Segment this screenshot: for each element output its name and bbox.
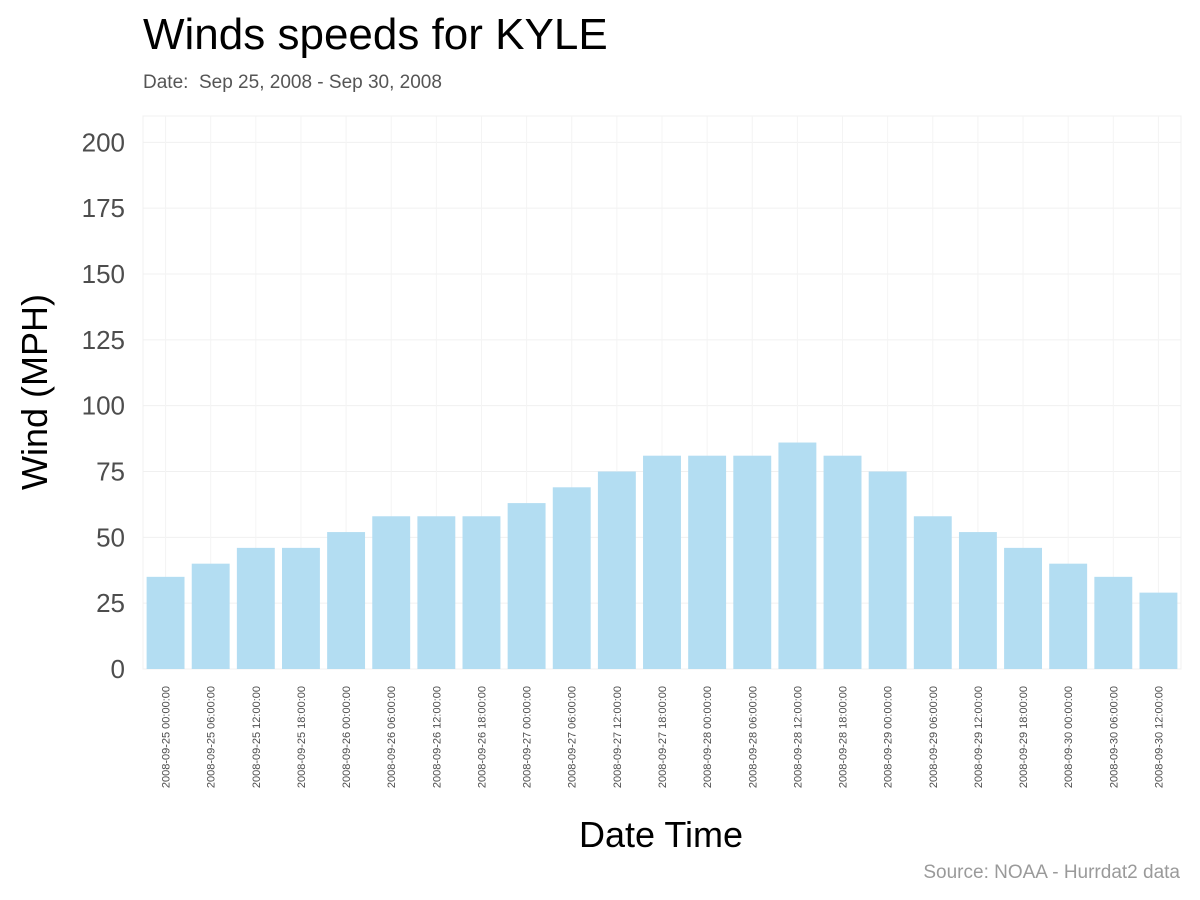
y-tick-label: 125 xyxy=(82,325,125,355)
y-axis-title: Wind (MPH) xyxy=(14,294,55,490)
x-tick-label: 2008-09-25 18:00:00 xyxy=(296,686,308,788)
y-tick-label: 100 xyxy=(82,391,125,421)
bar xyxy=(1094,576,1133,669)
x-axis-ticks: 2008-09-25 00:00:00 2008-09-25 06:00:00 20… xyxy=(161,686,1166,788)
bar xyxy=(191,563,230,669)
bar xyxy=(868,471,907,669)
bar xyxy=(1004,547,1042,669)
x-tick-label: 2008-09-29 06:00:00 xyxy=(928,686,940,788)
bar xyxy=(688,455,727,669)
bar xyxy=(327,532,366,669)
x-tick-label: 2008-09-25 00:00:00 xyxy=(161,686,173,788)
x-tick-label: 2008-09-27 12:00:00 xyxy=(612,686,624,788)
x-tick-label: 2008-09-28 00:00:00 xyxy=(702,686,714,788)
y-tick-label: 150 xyxy=(82,259,125,289)
y-tick-label: 175 xyxy=(82,193,125,223)
x-tick-label: 2008-09-28 18:00:00 xyxy=(838,686,850,788)
y-tick-label: 25 xyxy=(96,588,125,618)
x-tick-label: 2008-09-27 00:00:00 xyxy=(522,686,534,788)
bar xyxy=(507,503,546,669)
x-tick-label: 2008-09-26 00:00:00 xyxy=(341,686,353,788)
bar xyxy=(643,455,681,669)
bar xyxy=(372,516,411,669)
bar xyxy=(552,487,591,669)
x-tick-label: 2008-09-26 06:00:00 xyxy=(386,686,398,788)
bar xyxy=(1139,592,1178,669)
bars xyxy=(146,442,1178,669)
x-tick-label: 2008-09-28 06:00:00 xyxy=(747,686,759,788)
y-tick-label: 50 xyxy=(96,522,125,552)
x-tick-label: 2008-09-26 18:00:00 xyxy=(476,686,488,788)
bar xyxy=(146,576,185,669)
x-tick-label: 2008-09-25 12:00:00 xyxy=(251,686,263,788)
chart-caption: Source: NOAA - Hurrdat2 data xyxy=(923,862,1180,883)
y-tick-label: 75 xyxy=(96,457,125,487)
chart-title: Winds speeds for KYLE xyxy=(143,10,608,59)
bar xyxy=(417,516,456,669)
x-tick-label: 2008-09-27 06:00:00 xyxy=(567,686,579,788)
y-axis-ticks: 0 25 50 75 100 125 150 175 200 xyxy=(82,127,125,684)
x-tick-label: 2008-09-29 18:00:00 xyxy=(1018,686,1030,788)
x-tick-label: 2008-09-29 12:00:00 xyxy=(973,686,985,788)
x-tick-label: 2008-09-25 06:00:00 xyxy=(206,686,218,788)
bar xyxy=(236,547,275,669)
x-tick-label: 2008-09-28 12:00:00 xyxy=(792,686,804,788)
bar xyxy=(958,532,997,669)
x-tick-label: 2008-09-30 06:00:00 xyxy=(1108,686,1120,788)
bar xyxy=(462,516,501,669)
bar xyxy=(282,547,320,669)
x-tick-label: 2008-09-30 12:00:00 xyxy=(1153,686,1165,788)
bar xyxy=(913,516,952,669)
x-tick-label: 2008-09-27 18:00:00 xyxy=(657,686,669,788)
bar xyxy=(733,455,772,669)
x-axis-title: Date Time xyxy=(579,814,743,855)
x-tick-label: 2008-09-30 00:00:00 xyxy=(1063,686,1075,788)
x-tick-label: 2008-09-26 12:00:00 xyxy=(431,686,443,788)
y-tick-label: 0 xyxy=(111,654,125,684)
bar xyxy=(1049,563,1088,669)
bar xyxy=(778,442,817,669)
bar xyxy=(823,455,862,669)
chart-subtitle: Date: Sep 25, 2008 - Sep 30, 2008 xyxy=(143,72,442,93)
y-tick-label: 200 xyxy=(82,127,125,157)
bar xyxy=(597,471,636,669)
x-tick-label: 2008-09-29 00:00:00 xyxy=(883,686,895,788)
